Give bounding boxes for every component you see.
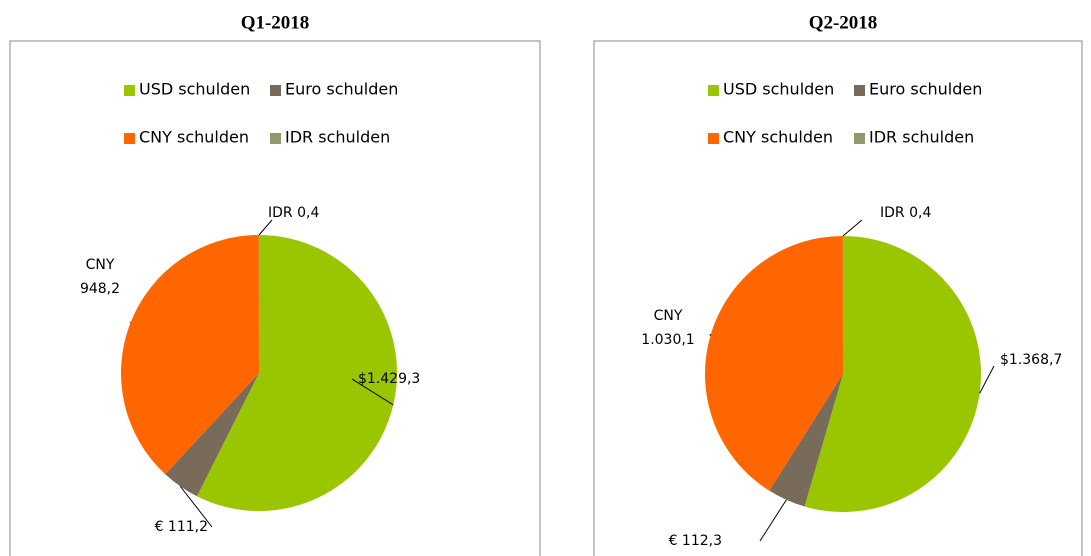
legend-label: CNY schulden <box>723 128 833 147</box>
legend-swatch <box>270 133 281 144</box>
pie-slice <box>804 236 981 512</box>
leader-line <box>842 219 863 237</box>
legend-label: USD schulden <box>139 80 250 99</box>
value-label: CNY <box>86 257 115 273</box>
pie-slice <box>769 374 843 507</box>
chart-frame <box>9 40 541 556</box>
legend-label: IDR schulden <box>869 128 974 147</box>
chart-title: Q1-2018 <box>241 12 310 33</box>
legend-swatch <box>124 85 135 96</box>
leader-line <box>258 219 273 236</box>
pie-slice <box>196 235 397 511</box>
value-label: € 112,3 <box>669 533 722 549</box>
value-label: 1.030,1 <box>641 332 694 348</box>
leader-line <box>759 499 787 542</box>
legend-swatch <box>270 85 281 96</box>
legend-label: Euro schulden <box>285 80 398 99</box>
value-label: € 111,2 <box>155 519 208 535</box>
pie-slice <box>165 373 259 497</box>
value-label: 948,2 <box>80 281 120 297</box>
legend-swatch <box>854 85 865 96</box>
chart-title: Q2-2018 <box>809 12 878 33</box>
value-label: IDR 0,4 <box>268 205 319 221</box>
value-label: IDR 0,4 <box>880 205 931 221</box>
leader-line <box>979 365 995 394</box>
legend-label: IDR schulden <box>285 128 390 147</box>
legend-label: USD schulden <box>723 80 834 99</box>
leader-line <box>351 378 394 406</box>
chart-frame <box>593 40 1083 556</box>
legend-swatch <box>854 133 865 144</box>
leader-line <box>179 486 213 528</box>
pie-slice <box>704 236 843 491</box>
value-label: $1.429,3 <box>358 371 420 387</box>
legend-swatch <box>708 133 719 144</box>
legend-swatch <box>124 133 135 144</box>
legend-label: CNY schulden <box>139 128 249 147</box>
legend-swatch <box>708 85 719 96</box>
legend-label: Euro schulden <box>869 80 982 99</box>
value-label: $1.368,7 <box>1000 352 1062 368</box>
value-label: CNY <box>654 308 683 324</box>
pie-slice <box>120 235 259 475</box>
